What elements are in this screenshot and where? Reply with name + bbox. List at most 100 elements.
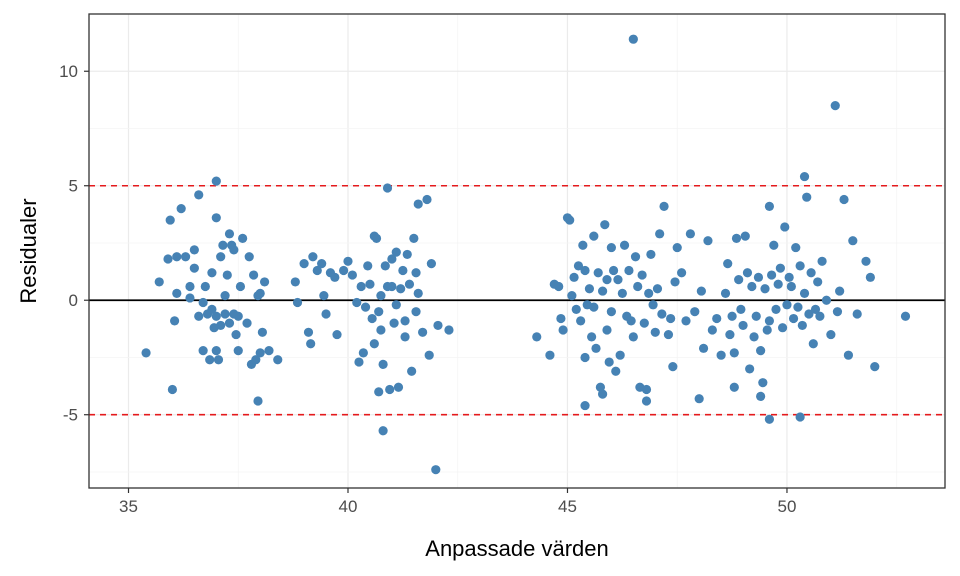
y-axis-ticks: -5 0 5 10	[59, 62, 89, 425]
data-point	[167, 384, 178, 395]
data-point	[257, 327, 267, 337]
data-point	[387, 254, 397, 264]
data-point	[788, 313, 799, 324]
data-point	[396, 284, 406, 294]
data-point	[211, 176, 221, 186]
data-point	[231, 329, 241, 340]
data-point	[707, 325, 717, 335]
panel-background	[89, 14, 945, 488]
data-point	[767, 270, 777, 280]
data-point	[815, 311, 825, 321]
data-point	[385, 384, 395, 395]
data-point	[782, 300, 792, 310]
data-point	[363, 261, 373, 271]
data-point	[220, 291, 230, 301]
data-point	[821, 295, 832, 305]
x-tick-label: 45	[558, 497, 577, 516]
data-point	[444, 325, 454, 335]
data-point	[185, 293, 195, 303]
data-point	[832, 307, 843, 317]
data-point	[207, 304, 217, 314]
data-point	[608, 265, 619, 276]
data-point	[407, 366, 417, 376]
data-point	[598, 286, 608, 296]
data-point	[769, 240, 779, 250]
data-point	[354, 357, 364, 367]
data-point	[238, 233, 248, 244]
data-point	[211, 346, 221, 356]
data-point	[865, 272, 875, 282]
data-point	[619, 240, 630, 250]
x-axis-ticks: 35 40 45 50	[119, 488, 796, 516]
data-point	[213, 355, 224, 365]
data-point	[729, 382, 739, 392]
data-point	[694, 394, 704, 404]
data-point	[799, 171, 810, 182]
data-point	[584, 284, 595, 294]
data-point	[194, 190, 204, 200]
data-point	[740, 231, 750, 241]
data-point	[194, 311, 204, 321]
data-point	[611, 366, 621, 376]
data-point	[339, 265, 349, 276]
data-point	[172, 252, 182, 262]
data-point	[747, 281, 757, 292]
data-point	[249, 270, 259, 280]
data-point	[655, 229, 665, 239]
data-point	[308, 252, 318, 262]
data-point	[639, 318, 649, 328]
data-point	[696, 286, 706, 296]
data-point	[259, 277, 270, 287]
data-point	[400, 316, 410, 326]
data-point	[606, 307, 616, 317]
data-point	[641, 396, 652, 406]
data-point	[233, 311, 243, 321]
data-point	[400, 332, 410, 342]
x-tick-label: 50	[778, 497, 797, 516]
data-point	[589, 302, 599, 312]
data-point	[670, 277, 680, 287]
data-point	[602, 275, 612, 285]
data-point	[826, 329, 836, 340]
data-point	[810, 304, 821, 314]
data-point	[723, 258, 733, 269]
data-point	[556, 313, 566, 324]
data-point	[587, 332, 597, 342]
data-point	[367, 313, 377, 324]
data-point	[773, 279, 783, 289]
data-point	[393, 382, 404, 392]
data-point	[795, 412, 805, 422]
data-point	[734, 275, 744, 285]
data-point	[312, 265, 322, 276]
data-point	[207, 268, 217, 278]
data-point	[791, 242, 801, 253]
data-point	[771, 304, 781, 314]
data-point	[602, 325, 612, 335]
data-point	[380, 261, 390, 271]
data-point	[580, 400, 590, 411]
data-point	[360, 302, 371, 312]
data-point	[830, 100, 840, 111]
data-point	[365, 279, 375, 289]
data-point	[720, 288, 731, 298]
data-point	[780, 222, 790, 232]
data-point	[659, 201, 669, 211]
data-point	[418, 327, 428, 337]
data-point	[753, 272, 764, 282]
data-point	[749, 332, 759, 342]
data-point	[784, 272, 794, 282]
panel-border	[88, 13, 946, 489]
data-point	[402, 249, 412, 260]
data-point	[900, 311, 911, 321]
data-point	[775, 263, 785, 273]
data-point	[378, 359, 388, 369]
data-point	[843, 350, 854, 360]
data-point	[347, 270, 357, 280]
data-point	[545, 350, 555, 360]
data-point	[242, 318, 252, 328]
data-point	[777, 323, 788, 333]
data-point	[870, 362, 880, 372]
data-point	[303, 327, 314, 337]
data-point	[264, 346, 274, 356]
data-point	[681, 316, 691, 326]
